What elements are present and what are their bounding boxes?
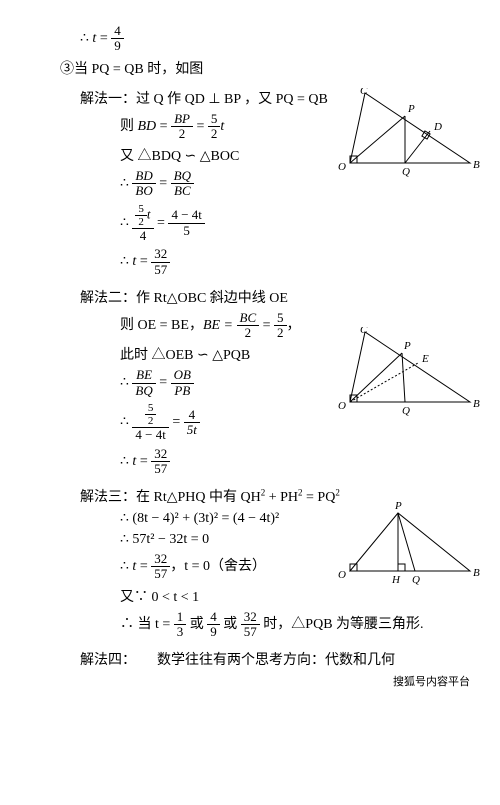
m2-line5: ∴ t = 3257 — [120, 447, 480, 477]
svg-text:P: P — [407, 103, 415, 115]
svg-text:Q: Q — [402, 405, 410, 417]
svg-text:P: P — [394, 501, 402, 512]
diagram-1: C P D O Q B — [330, 88, 490, 183]
case-3-heading: ③当 PQ = QB 时，如图 — [60, 58, 480, 78]
method-3-section: P O H Q B 解法三：在 Rt△PHQ 中有 QH2 + PH2 = PQ… — [60, 486, 480, 639]
equals: = — [96, 31, 111, 46]
svg-text:O: O — [338, 400, 346, 412]
svg-text:B: B — [473, 567, 480, 579]
fraction-4-9: 49 — [111, 24, 124, 54]
m1-line5: ∴ t = 3257 — [120, 247, 480, 277]
svg-text:P: P — [403, 340, 411, 352]
m3-line5: ∴ 当 t = 13 或 49 或 3257 时，△PQB 为等腰三角形. — [120, 610, 480, 640]
therefore-symbol: ∴ — [80, 31, 92, 46]
m1-line4: ∴ 52t4 = 4 − 4t5 — [120, 203, 480, 243]
svg-text:Q: Q — [412, 574, 420, 586]
watermark-text: 搜狐号内容平台 — [393, 673, 470, 689]
svg-text:O: O — [338, 161, 346, 173]
svg-text:Q: Q — [402, 166, 410, 178]
svg-text:B: B — [473, 398, 480, 410]
svg-text:B: B — [473, 159, 480, 171]
svg-text:O: O — [338, 569, 346, 581]
m3-line4: 又∵ 0 < t < 1 — [120, 586, 480, 606]
case-3-text: ③当 PQ = QB 时，如图 — [60, 62, 203, 77]
result-t-4-9: ∴ t = 49 — [80, 24, 480, 54]
svg-text:H: H — [391, 574, 401, 586]
method-4-section: 解法四： 数学往往有两个思考方向：代数和几何 搜狐号内容平台 — [60, 649, 480, 669]
method-2-section: C P E O Q B 解法二：作 Rt△OBC 斜边中线 OE 则 OE = … — [60, 287, 480, 476]
method-2-title: 解法二：作 Rt△OBC 斜边中线 OE — [80, 287, 480, 307]
svg-text:D: D — [433, 121, 442, 133]
svg-text:C: C — [360, 88, 368, 97]
svg-text:E: E — [421, 353, 429, 365]
diagram-2: C P E O Q B — [330, 327, 490, 422]
method-1-section: C P D O Q B 解法一：过 Q 作 QD ⊥ BP ，又 PQ = QB… — [60, 88, 480, 277]
method-4-title: 解法四： 数学往往有两个思考方向：代数和几何 — [80, 649, 480, 669]
svg-text:C: C — [360, 327, 368, 336]
diagram-3: P O H Q B — [330, 501, 490, 586]
